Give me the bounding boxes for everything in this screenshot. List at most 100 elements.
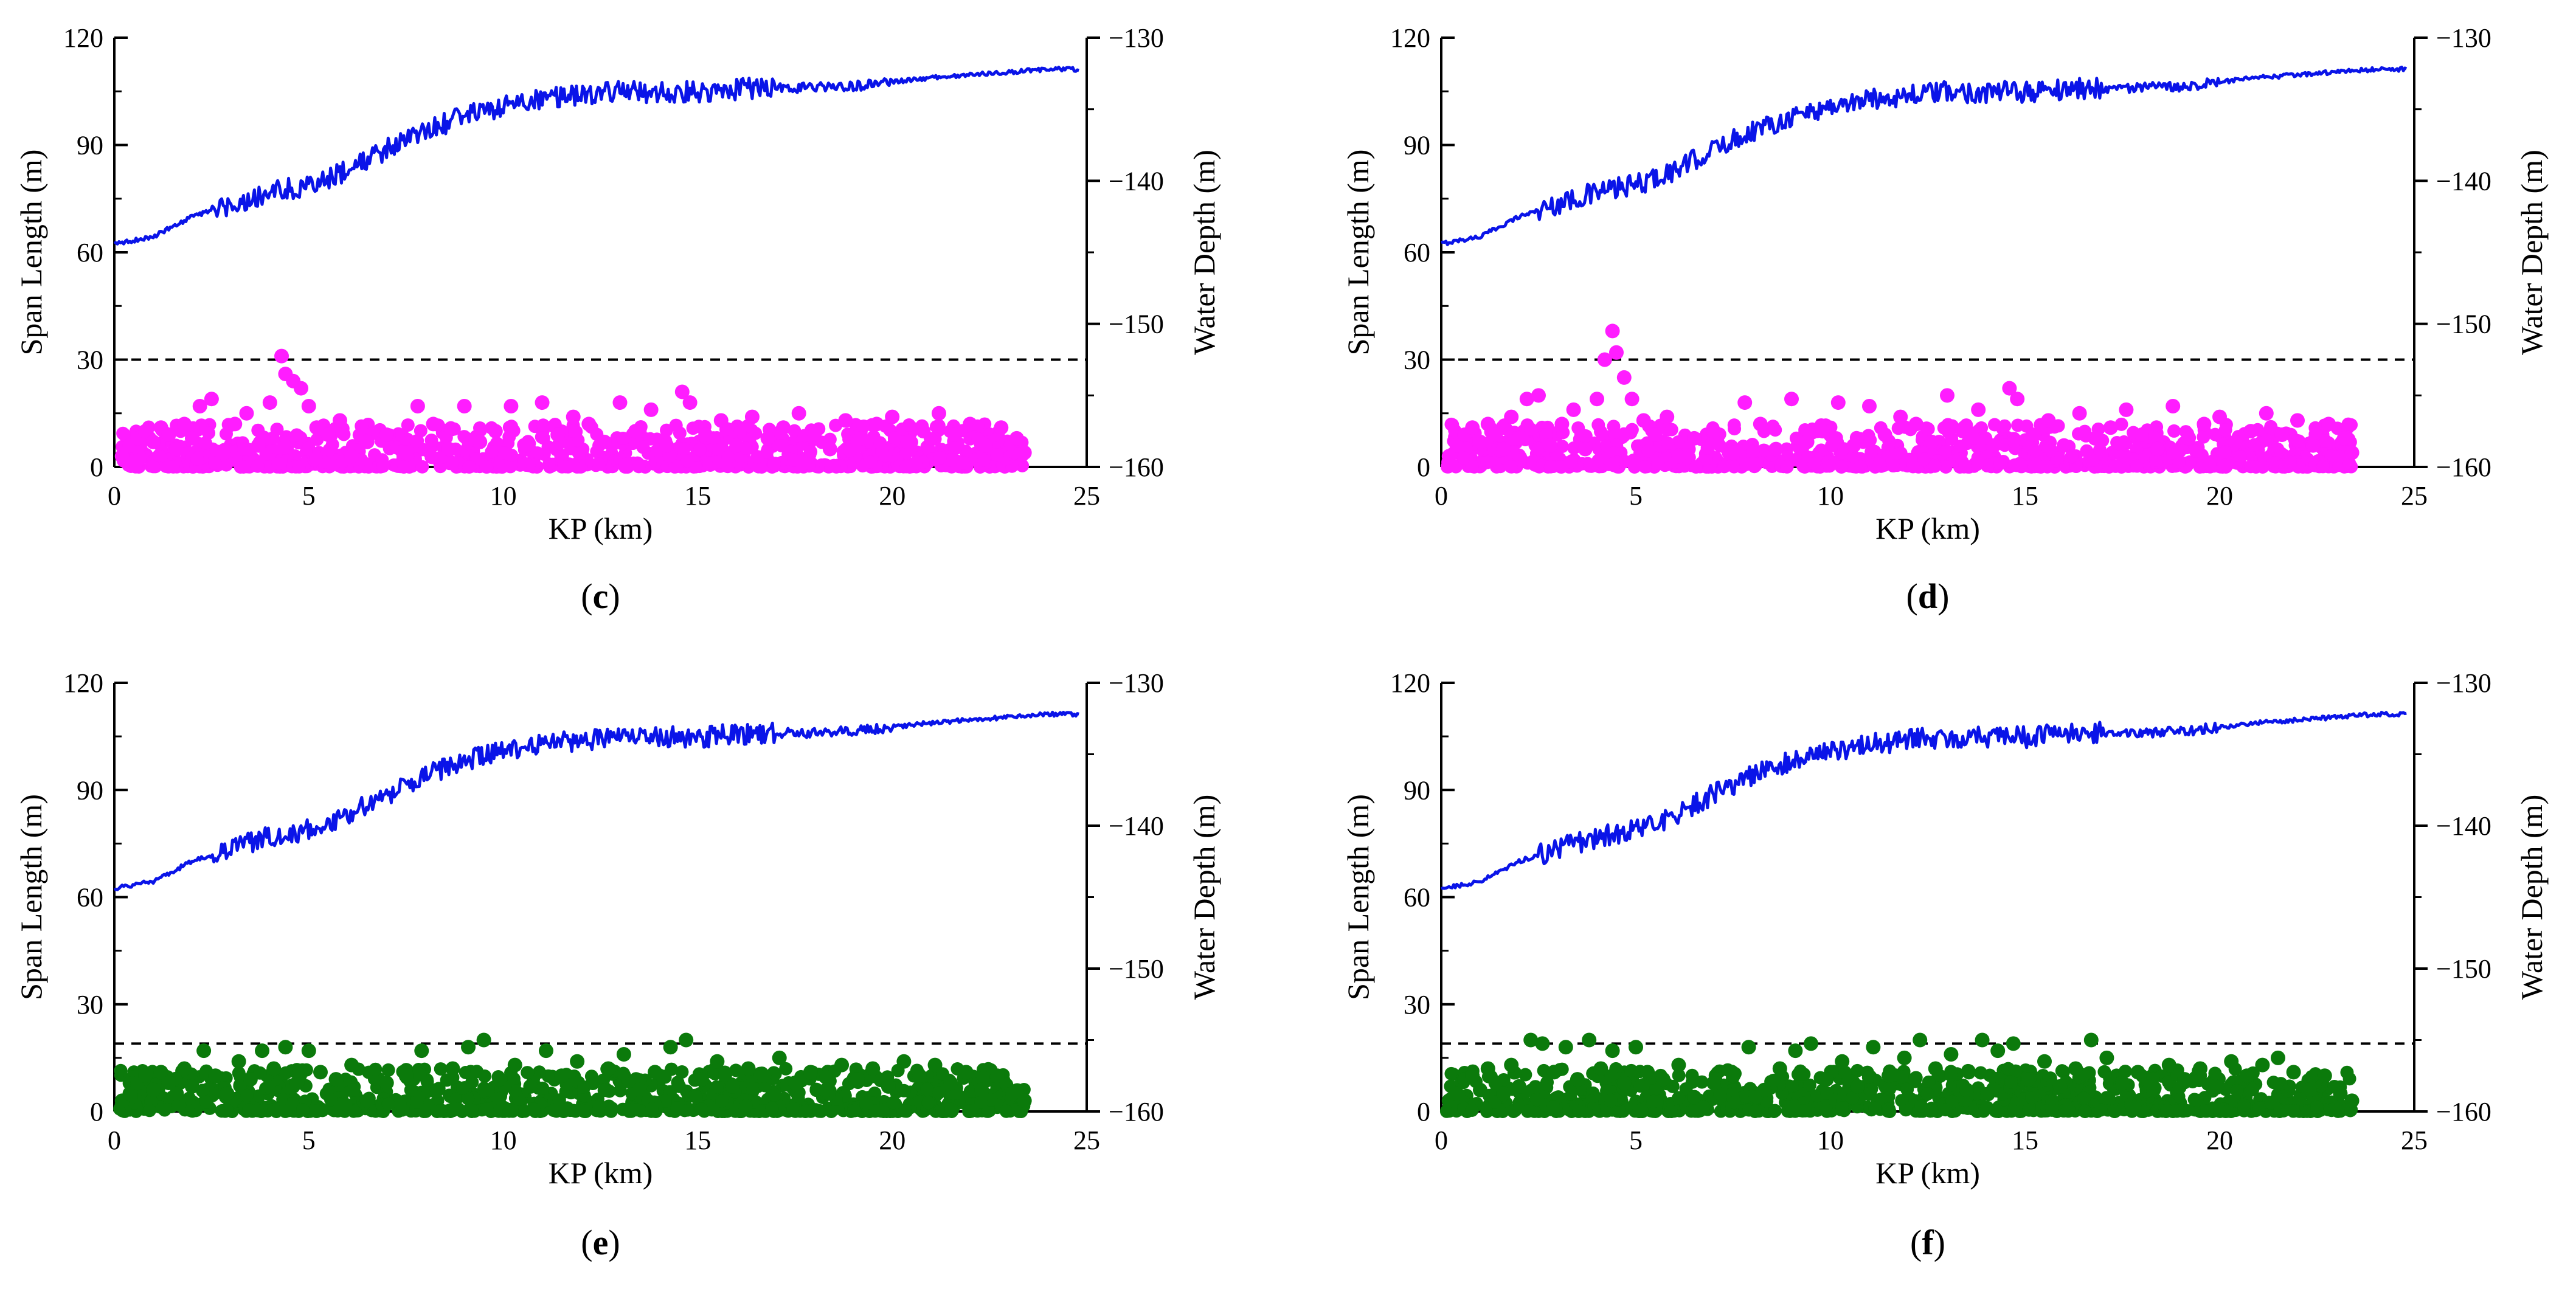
span-point bbox=[1473, 1082, 1487, 1097]
span-point-dense bbox=[632, 460, 646, 474]
span-point-dense bbox=[461, 1091, 475, 1105]
left-tick-label: 60 bbox=[77, 238, 103, 268]
span-point bbox=[2146, 1082, 2161, 1097]
span-point-dense bbox=[316, 1104, 330, 1118]
left-axis-title: Span Length (m) bbox=[1341, 794, 1375, 1000]
span-point bbox=[289, 1076, 305, 1090]
left-tick-label: 60 bbox=[1404, 238, 1430, 268]
span-point-dense bbox=[1728, 1096, 1742, 1110]
span-point-dense bbox=[2146, 1071, 2160, 1085]
span-point bbox=[710, 1054, 725, 1069]
x-tick-label: 25 bbox=[1073, 481, 1100, 511]
span-point-dense bbox=[2244, 460, 2258, 474]
span-point-dense bbox=[1612, 1102, 1626, 1116]
span-point bbox=[1554, 416, 1570, 432]
span-point-dense bbox=[616, 431, 630, 445]
span-point-dense bbox=[220, 458, 234, 472]
span-point-dense bbox=[521, 1066, 535, 1080]
span-point-dense bbox=[1727, 418, 1741, 432]
span-point bbox=[1616, 370, 1632, 385]
span-point-dense bbox=[479, 460, 493, 474]
span-point-dense bbox=[1922, 1075, 1936, 1089]
span-point-dense bbox=[2148, 430, 2162, 444]
span-point-dense bbox=[306, 1104, 320, 1118]
span-point bbox=[184, 1079, 199, 1094]
span-point-dense bbox=[1480, 455, 1494, 469]
span-point-dense bbox=[199, 436, 213, 450]
span-point-dense bbox=[1532, 441, 1546, 455]
right-axis-title: Water Depth (m) bbox=[1187, 150, 1221, 355]
span-point bbox=[1971, 402, 1986, 417]
panel-label-close-paren: ) bbox=[1937, 576, 1949, 616]
span-point bbox=[1893, 409, 1908, 424]
span-point-dense bbox=[1993, 457, 2007, 471]
span-point bbox=[231, 1054, 246, 1069]
span-point-dense bbox=[592, 457, 606, 471]
span-point bbox=[1558, 1040, 1573, 1055]
span-point bbox=[359, 1093, 375, 1108]
span-point-dense bbox=[449, 1092, 463, 1106]
span-point bbox=[204, 392, 219, 407]
span-point-dense bbox=[1518, 1068, 1532, 1082]
span-point bbox=[1512, 430, 1526, 446]
span-point-dense bbox=[1823, 459, 1837, 473]
span-point-dense bbox=[2218, 445, 2232, 459]
span-point bbox=[488, 424, 503, 439]
left-tick-label: 90 bbox=[77, 131, 103, 161]
x-tick-label: 15 bbox=[2012, 481, 2038, 511]
span-point-dense bbox=[376, 459, 390, 473]
span-point-dense bbox=[873, 436, 887, 450]
span-point bbox=[1629, 1040, 1643, 1055]
span-point bbox=[161, 427, 176, 443]
span-point-dense bbox=[932, 1086, 946, 1100]
span-point bbox=[2166, 398, 2181, 413]
span-point bbox=[947, 427, 962, 443]
span-point bbox=[227, 416, 243, 432]
x-tick-label: 20 bbox=[2206, 481, 2233, 511]
span-point-dense bbox=[857, 419, 871, 433]
span-point bbox=[1706, 1076, 1721, 1090]
left-tick-label: 60 bbox=[77, 883, 103, 913]
span-points bbox=[1439, 1032, 2360, 1118]
span-point-dense bbox=[767, 457, 781, 471]
span-point bbox=[1726, 1068, 1740, 1083]
span-point-dense bbox=[2316, 460, 2330, 474]
span-point-dense bbox=[2077, 1091, 2091, 1105]
span-point-dense bbox=[1998, 419, 2012, 433]
span-point bbox=[1726, 445, 1740, 460]
span-point-dense bbox=[2246, 1083, 2260, 1097]
span-point-dense bbox=[251, 459, 265, 473]
span-point bbox=[1908, 416, 1923, 432]
span-point bbox=[1990, 1043, 2006, 1059]
span-point bbox=[320, 427, 336, 443]
span-point-dense bbox=[1920, 1087, 1934, 1101]
span-point-dense bbox=[668, 459, 682, 473]
span-point bbox=[1753, 416, 1768, 432]
span-point-dense bbox=[2260, 433, 2274, 447]
span-point bbox=[2302, 1082, 2317, 1097]
span-point-dense bbox=[536, 1081, 550, 1095]
water-depth-line bbox=[113, 710, 1079, 892]
span-point bbox=[504, 398, 519, 413]
right-tick-label: −140 bbox=[2436, 166, 2491, 196]
span-point bbox=[1928, 1061, 1943, 1076]
span-point-dense bbox=[1958, 458, 1972, 472]
span-point-dense bbox=[296, 1103, 310, 1117]
span-point-dense bbox=[2078, 1104, 2092, 1118]
span-point-dense bbox=[2170, 1104, 2184, 1118]
span-point-dense bbox=[346, 1083, 360, 1097]
span-point-dense bbox=[1727, 460, 1741, 474]
span-point bbox=[566, 409, 581, 424]
span-point-dense bbox=[507, 1072, 521, 1086]
water-depth-line bbox=[1441, 65, 2408, 246]
span-point-dense bbox=[566, 424, 580, 438]
left-tick-label: 90 bbox=[1404, 131, 1430, 161]
span-point-dense bbox=[1633, 1079, 1647, 1093]
span-point-dense bbox=[981, 1104, 995, 1118]
span-point-dense bbox=[673, 1079, 687, 1093]
span-point-dense bbox=[2283, 455, 2297, 469]
span-point-dense bbox=[443, 1103, 457, 1117]
span-point bbox=[1473, 434, 1487, 449]
span-point-dense bbox=[2341, 417, 2355, 431]
water-depth-line bbox=[113, 66, 1079, 246]
